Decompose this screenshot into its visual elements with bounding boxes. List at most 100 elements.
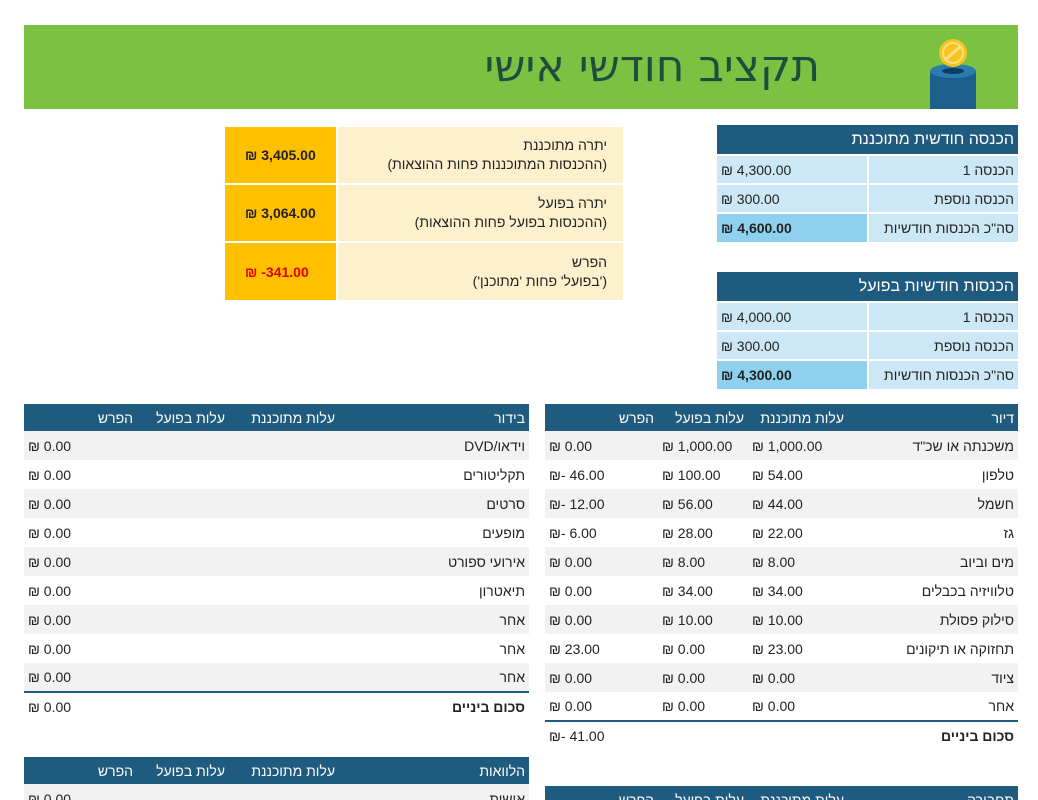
table-row[interactable]: טלפון ₪ 54.00 ₪ 100.00 ₪- 46.00 [545, 460, 1018, 489]
actual-cost-cell[interactable]: ₪ 34.00 [658, 576, 748, 605]
table-row[interactable]: משכנתה או שכ"ד ₪ 1,000.00 ₪ 1,000.00 ₪ 0.00 [545, 431, 1018, 460]
planned-cost-cell[interactable]: ₪ 1,000.00 [748, 431, 848, 460]
planned-cost-cell[interactable]: ₪ 10.00 [748, 605, 848, 634]
expense-name-cell[interactable]: תיאטרון [339, 576, 529, 605]
actual-cost-cell[interactable] [137, 634, 229, 663]
planned-cost-cell[interactable] [229, 460, 339, 489]
actual-cost-cell[interactable]: ₪ 1,000.00 [658, 431, 748, 460]
actual-cost-cell[interactable]: ₪ 28.00 [658, 518, 748, 547]
planned-cost-cell[interactable] [229, 634, 339, 663]
planned-cost-cell[interactable]: ₪ 44.00 [748, 489, 848, 518]
actual-cost-cell[interactable]: ₪ 56.00 [658, 489, 748, 518]
income-row[interactable]: הכנסה נוספת ₪ 300.00 [717, 330, 1018, 360]
summary-note: ('בפועל' פחות 'מתוכנן') [472, 272, 607, 289]
planned-cost-cell[interactable]: ₪ 23.00 [748, 634, 848, 663]
income-row[interactable]: הכנסה 1 ₪ 4,300.00 [717, 154, 1018, 184]
actual-cost-cell[interactable]: ₪ 10.00 [658, 605, 748, 634]
actual-cost-cell[interactable]: ₪ 100.00 [658, 460, 748, 489]
table-row[interactable]: סילוק פסולת ₪ 10.00 ₪ 10.00 ₪ 0.00 [545, 605, 1018, 634]
summary-value: ₪ 3,405.00 [225, 125, 338, 184]
table-row[interactable]: סרטים ₪ 0.00 [24, 489, 529, 518]
planned-cost-cell[interactable] [229, 489, 339, 518]
table-row[interactable]: אירועי ספורט ₪ 0.00 [24, 547, 529, 576]
actual-cost-cell[interactable] [137, 518, 229, 547]
planned-cost-cell[interactable]: ₪ 0.00 [748, 663, 848, 692]
expense-name-cell[interactable]: גז [848, 518, 1018, 547]
table-row[interactable]: וידאו/DVD ₪ 0.00 [24, 431, 529, 460]
table-row[interactable]: ציוד ₪ 0.00 ₪ 0.00 ₪ 0.00 [545, 663, 1018, 692]
table-row[interactable]: אחר ₪ 0.00 ₪ 0.00 ₪ 0.00 [545, 692, 1018, 722]
expense-name-cell[interactable]: אחר [339, 634, 529, 663]
expense-name-cell[interactable]: אחר [339, 605, 529, 634]
table-row[interactable]: מים וביוב ₪ 8.00 ₪ 8.00 ₪ 0.00 [545, 547, 1018, 576]
table-row[interactable]: אחר ₪ 0.00 [24, 634, 529, 663]
actual-cost-cell[interactable]: ₪ 0.00 [658, 663, 748, 692]
summary-note: (ההכנסות המתוכננות פחות ההוצאות) [387, 156, 607, 172]
planned-cost-cell[interactable]: ₪ 34.00 [748, 576, 848, 605]
actual-cost-cell[interactable]: ₪ 0.00 [658, 634, 748, 663]
table-row[interactable]: תיאטרון ₪ 0.00 [24, 576, 529, 605]
income-value[interactable]: ₪ 4,300.00 [717, 154, 868, 184]
difference-cell: ₪ 0.00 [24, 784, 137, 800]
planned-cost-cell[interactable] [229, 518, 339, 547]
expense-name-cell[interactable]: טלוויזיה בכבלים [848, 576, 1018, 605]
difference-cell: ₪ 0.00 [545, 605, 658, 634]
expense-name-cell[interactable]: אחר [339, 663, 529, 693]
income-row[interactable]: הכנסה נוספת ₪ 300.00 [717, 183, 1018, 213]
expense-name-cell[interactable]: סילוק פסולת [848, 605, 1018, 634]
column-header: הפרש [545, 786, 658, 800]
planned-cost-cell[interactable]: ₪ 8.00 [748, 547, 848, 576]
expense-name-cell[interactable]: וידאו/DVD [339, 431, 529, 460]
expense-name-cell[interactable]: משכנתה או שכ"ד [848, 431, 1018, 460]
income-value[interactable]: ₪ 4,000.00 [717, 301, 868, 331]
expense-name-cell[interactable]: סרטים [339, 489, 529, 518]
expense-name-cell[interactable]: ציוד [848, 663, 1018, 692]
expense-name-cell[interactable]: מים וביוב [848, 547, 1018, 576]
planned-cost-cell[interactable] [229, 576, 339, 605]
income-total-label: סה"כ הכנסות חודשיות [866, 359, 1018, 389]
actual-cost-cell[interactable] [137, 460, 229, 489]
expense-name-cell[interactable]: מופעים [339, 518, 529, 547]
actual-cost-cell[interactable] [137, 431, 229, 460]
income-value[interactable]: ₪ 300.00 [717, 183, 868, 213]
planned-cost-cell[interactable] [229, 784, 339, 800]
actual-cost-cell[interactable] [137, 547, 229, 576]
table-row[interactable]: חשמל ₪ 44.00 ₪ 56.00 ₪- 12.00 [545, 489, 1018, 518]
expense-name-cell[interactable]: אישית [339, 784, 529, 800]
expense-name-cell[interactable]: טלפון [848, 460, 1018, 489]
expense-name-cell[interactable]: תקליטורים [339, 460, 529, 489]
actual-cost-cell[interactable]: ₪ 8.00 [658, 547, 748, 576]
planned-cost-cell[interactable] [229, 431, 339, 460]
expense-name-cell[interactable]: אחר [848, 692, 1018, 722]
planned-cost-cell[interactable]: ₪ 54.00 [748, 460, 848, 489]
difference-cell: ₪ 0.00 [24, 460, 137, 489]
table-row[interactable]: טלוויזיה בכבלים ₪ 34.00 ₪ 34.00 ₪ 0.00 [545, 576, 1018, 605]
income-value[interactable]: ₪ 300.00 [717, 330, 868, 360]
actual-cost-cell[interactable] [137, 605, 229, 634]
planned-cost-cell[interactable]: ₪ 0.00 [748, 692, 848, 722]
table-row[interactable]: גז ₪ 22.00 ₪ 28.00 ₪- 6.00 [545, 518, 1018, 547]
expense-name-cell[interactable]: חשמל [848, 489, 1018, 518]
planned-cost-cell[interactable]: ₪ 22.00 [748, 518, 848, 547]
planned-cost-cell[interactable] [229, 605, 339, 634]
table-row[interactable]: תקליטורים ₪ 0.00 [24, 460, 529, 489]
table-row[interactable]: אחר ₪ 0.00 [24, 605, 529, 634]
page-title: תקציב חודשי אישי [484, 41, 820, 92]
table-row[interactable]: אישית ₪ 0.00 [24, 784, 529, 800]
planned-cost-cell[interactable] [229, 547, 339, 576]
table-row[interactable]: מופעים ₪ 0.00 [24, 518, 529, 547]
expense-name-cell[interactable]: אירועי ספורט [339, 547, 529, 576]
actual-cost-cell[interactable] [137, 489, 229, 518]
difference-cell: ₪ 0.00 [24, 489, 137, 518]
planned-cost-cell[interactable] [229, 663, 339, 693]
difference-cell: ₪ 0.00 [24, 431, 137, 460]
actual-cost-cell[interactable]: ₪ 0.00 [658, 692, 748, 722]
table-row[interactable]: תחזוקה או תיקונים ₪ 23.00 ₪ 0.00 ₪ 23.00 [545, 634, 1018, 663]
actual-cost-cell[interactable] [137, 576, 229, 605]
actual-cost-cell[interactable] [137, 784, 229, 800]
difference-cell: ₪ 0.00 [545, 692, 658, 722]
table-row[interactable]: אחר ₪ 0.00 [24, 663, 529, 693]
expense-name-cell[interactable]: תחזוקה או תיקונים [848, 634, 1018, 663]
income-row[interactable]: הכנסה 1 ₪ 4,000.00 [717, 301, 1018, 331]
actual-cost-cell[interactable] [137, 663, 229, 693]
